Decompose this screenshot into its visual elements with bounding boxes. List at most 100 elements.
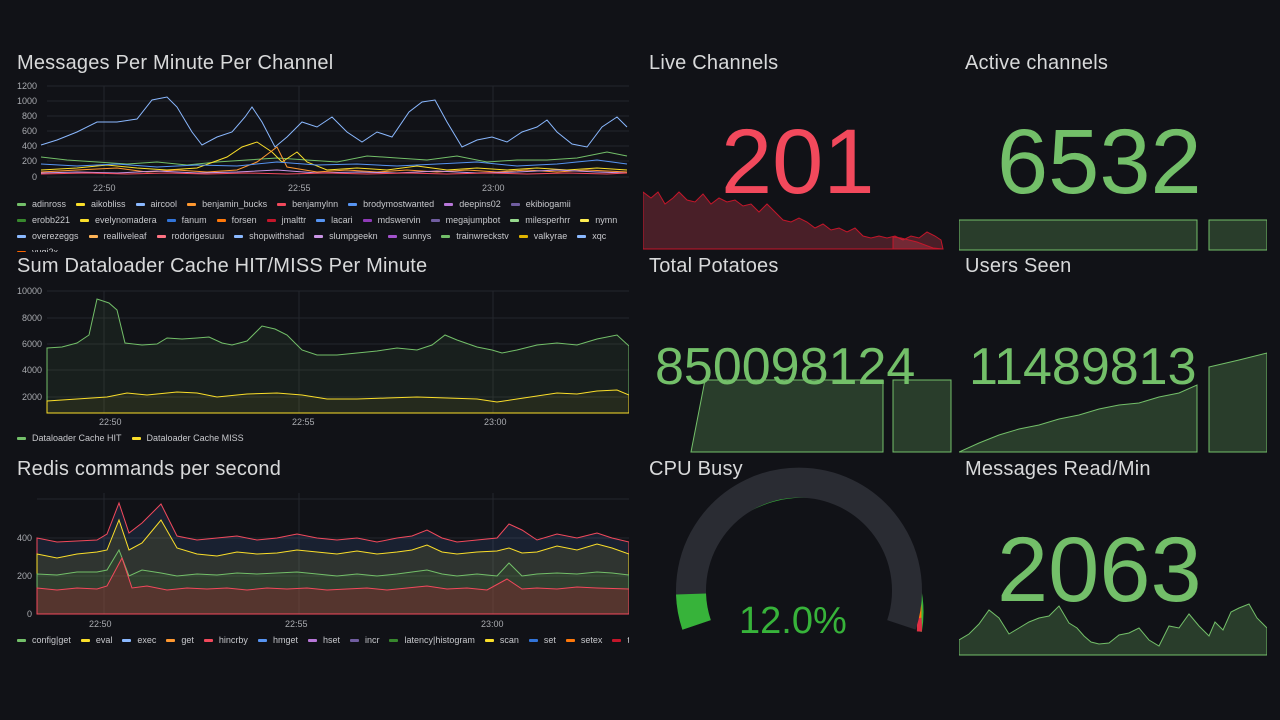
legend-label: megajumpbot <box>446 215 501 225</box>
legend-item[interactable]: evelynomadera <box>80 214 157 226</box>
legend-label: get <box>181 635 194 645</box>
legend-label: lacari <box>331 215 353 225</box>
y-tick: 10000 <box>17 286 42 296</box>
legend-item[interactable]: shopwithshad <box>234 230 304 242</box>
legend-label: milesperhrr <box>525 215 570 225</box>
x-tick: 23:00 <box>482 183 505 193</box>
live-channels-value: 201 <box>721 116 875 208</box>
legend-item[interactable]: erobb221 <box>17 214 70 226</box>
legend-item[interactable]: scan <box>485 635 519 645</box>
legend-item[interactable]: get <box>166 635 194 645</box>
legend-label: brodymostwanted <box>363 199 434 209</box>
legend-swatch <box>350 639 359 642</box>
legend-item[interactable]: yugi2x <box>17 246 58 252</box>
legend-item[interactable]: ekibiogamii <box>511 198 571 210</box>
legend-item[interactable]: brodymostwanted <box>348 198 434 210</box>
legend-swatch <box>267 219 276 222</box>
legend-item[interactable]: xqc <box>577 230 606 242</box>
legend-swatch <box>136 203 145 206</box>
x-axis-ticks: 22:50 22:55 23:00 <box>99 417 507 427</box>
legend-label: exec <box>137 635 156 645</box>
gauge-value-arc <box>691 594 697 625</box>
total-potatoes-value: 850098124 <box>655 341 915 393</box>
cpu-busy-value: 12.0% <box>739 602 847 640</box>
legend-swatch <box>510 219 519 222</box>
legend-item[interactable]: slumpgeekn <box>314 230 378 242</box>
legend-item[interactable]: set <box>529 635 556 645</box>
legend-label: overezeggs <box>32 231 79 241</box>
active-channels-panel: Active channels 6532 <box>959 52 1267 252</box>
x-tick: 22:55 <box>285 619 308 629</box>
dataloader-cache-panel: Sum Dataloader Cache HIT/MISS Per Minute… <box>17 255 629 450</box>
legend-item[interactable]: overezeggs <box>17 230 79 242</box>
users-seen-value: 11489813 <box>969 341 1197 393</box>
legend-label: realliveleaf <box>104 231 147 241</box>
legend-item[interactable]: aircool <box>136 198 178 210</box>
legend-swatch <box>234 235 243 238</box>
legend-item[interactable]: hset <box>308 635 340 645</box>
legend-item[interactable]: realliveleaf <box>89 230 147 242</box>
redis-chart: 400 200 0 22:50 22:55 23:00 <box>17 458 629 638</box>
users-seen-panel: Users Seen 11489813 <box>959 255 1267 455</box>
legend-swatch <box>612 639 621 642</box>
legend-label: eval <box>96 635 113 645</box>
legend-swatch <box>17 437 26 440</box>
legend-item[interactable]: Dataloader Cache MISS <box>132 433 244 443</box>
x-tick: 22:50 <box>93 183 116 193</box>
legend-item[interactable]: incr <box>350 635 380 645</box>
legend-item[interactable]: lacari <box>316 214 353 226</box>
legend-swatch <box>444 203 453 206</box>
legend-label: Dataloader Cache HIT <box>32 433 122 443</box>
legend-swatch <box>258 639 267 642</box>
legend-item[interactable]: valkyrae <box>519 230 568 242</box>
legend-item[interactable]: setex <box>566 635 603 645</box>
legend-swatch <box>566 639 575 642</box>
legend-item[interactable]: nymn <box>580 214 617 226</box>
messages-read-value: 2063 <box>997 524 1202 616</box>
legend-swatch <box>348 203 357 206</box>
legend-item[interactable]: config|get <box>17 635 71 645</box>
legend-item[interactable]: benjamin_bucks <box>187 198 267 210</box>
legend-item[interactable]: mdswervin <box>363 214 421 226</box>
legend-label: set <box>544 635 556 645</box>
legend-item[interactable]: exec <box>122 635 156 645</box>
legend-item[interactable]: hmget <box>258 635 298 645</box>
legend-item[interactable]: fanum <box>167 214 207 226</box>
legend-item[interactable]: latency|histogram <box>389 635 474 645</box>
legend-swatch <box>511 203 520 206</box>
y-tick: 0 <box>27 609 32 619</box>
legend-item[interactable]: megajumpbot <box>431 214 501 226</box>
legend-swatch <box>132 437 141 440</box>
legend-item[interactable]: sunnys <box>388 230 432 242</box>
legend-item[interactable]: deepins02 <box>444 198 501 210</box>
y-tick: 2000 <box>22 392 42 402</box>
legend-item[interactable]: benjamylnn <box>277 198 338 210</box>
legend-swatch <box>529 639 538 642</box>
legend-swatch <box>89 235 98 238</box>
y-axis-ticks: 400 200 0 <box>17 533 32 619</box>
y-tick: 6000 <box>22 339 42 349</box>
legend-item[interactable]: hincrby <box>204 635 248 645</box>
legend-item[interactable]: Dataloader Cache HIT <box>17 433 122 443</box>
x-tick: 23:00 <box>481 619 504 629</box>
legend-item[interactable]: jmalttr <box>267 214 307 226</box>
legend-item[interactable]: ttl <box>612 635 629 645</box>
active-channels-value: 6532 <box>997 116 1202 208</box>
legend-swatch <box>17 219 26 222</box>
legend-item[interactable]: rodorigesuuu <box>157 230 225 242</box>
legend-item[interactable]: aikobliss <box>76 198 126 210</box>
y-tick: 1200 <box>17 81 37 91</box>
legend-label: valkyrae <box>534 231 568 241</box>
legend-swatch <box>81 639 90 642</box>
legend-item[interactable]: adinross <box>17 198 66 210</box>
y-tick: 200 <box>17 571 32 581</box>
legend-item[interactable]: milesperhrr <box>510 214 570 226</box>
legend-swatch <box>363 219 372 222</box>
legend-item[interactable]: eval <box>81 635 113 645</box>
legend-swatch <box>577 235 586 238</box>
legend-swatch <box>17 639 26 642</box>
legend-label: hmget <box>273 635 298 645</box>
legend-item[interactable]: trainwreckstv <box>441 230 509 242</box>
legend-label: nymn <box>595 215 617 225</box>
legend-item[interactable]: forsen <box>217 214 257 226</box>
